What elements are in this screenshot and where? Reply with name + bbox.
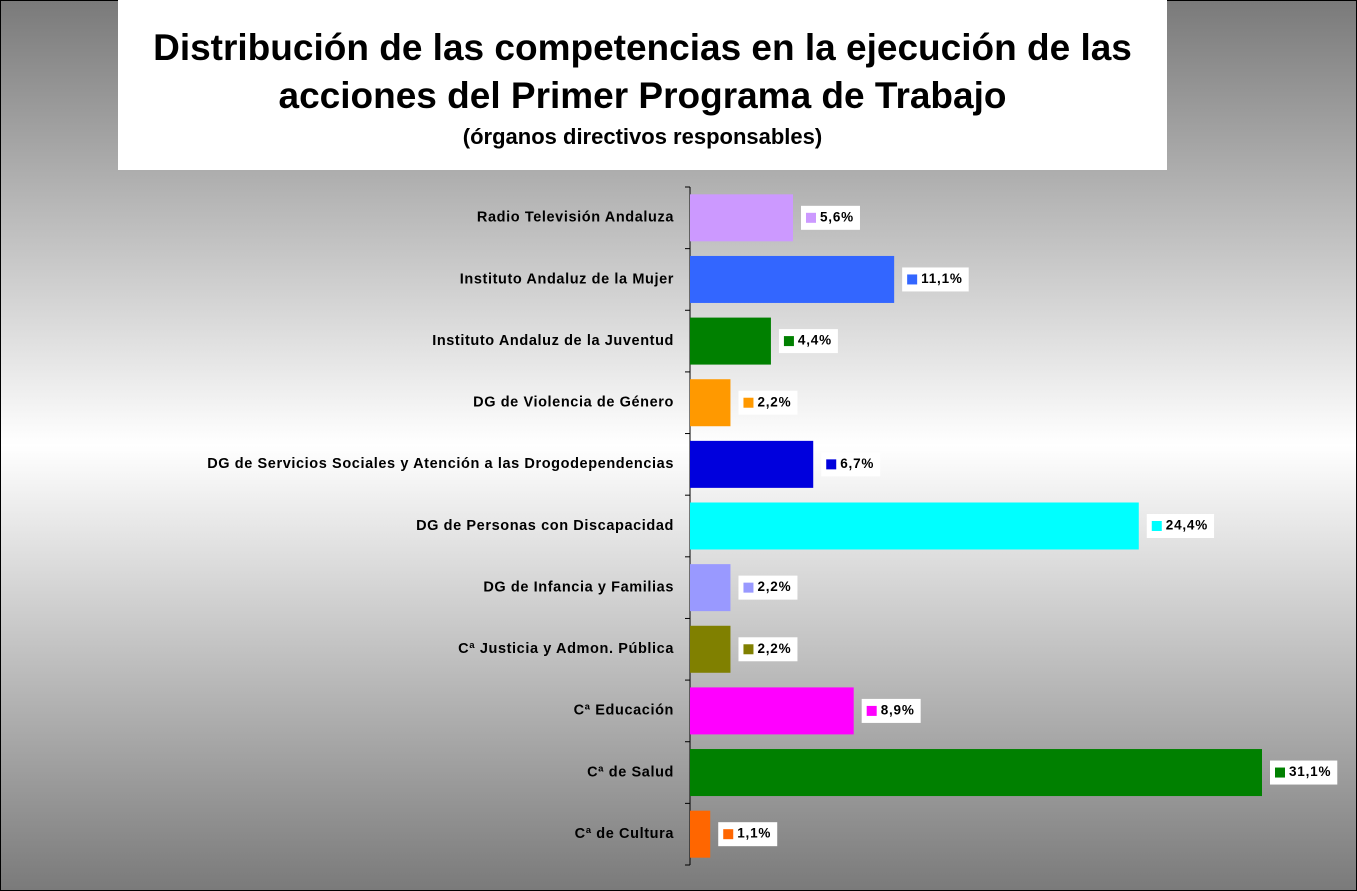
legend-key	[1151, 521, 1162, 531]
bar	[690, 687, 854, 735]
chart-title: Distribución de las competencias en la e…	[153, 27, 1132, 116]
bar	[690, 625, 731, 673]
value-label: 1,1%	[737, 826, 771, 841]
bar	[690, 255, 895, 303]
bar	[690, 810, 711, 858]
chart-subtitle: (órganos directivos responsables)	[462, 124, 823, 149]
value-label: 31,1%	[1289, 764, 1331, 779]
legend-key	[907, 274, 918, 285]
legend-key	[743, 397, 754, 408]
category-label: Cª de Cultura	[575, 826, 675, 842]
bar	[690, 749, 1262, 797]
value-label: 8,9%	[881, 702, 915, 717]
value-label: 11,1%	[921, 271, 963, 286]
category-label: Cª Justicia y Admon. Pública	[458, 641, 674, 657]
legend-key	[826, 459, 837, 470]
value-label: 2,2%	[757, 579, 791, 594]
value-label: 5,6%	[820, 209, 854, 224]
category-label: DG de Infancia y Familias	[483, 579, 674, 595]
value-label: 6,7%	[840, 456, 874, 471]
category-label: Radio Televisión Andaluza	[477, 210, 674, 226]
legend-key	[743, 582, 754, 593]
bar	[690, 194, 793, 242]
bar	[690, 379, 731, 427]
category-label: Instituto Andaluz de la Mujer	[460, 271, 674, 287]
category-label: DG de Violencia de Género	[473, 395, 674, 411]
legend-key	[805, 212, 816, 223]
legend-key	[743, 644, 754, 655]
category-label: Cª Educación	[574, 703, 674, 719]
legend-key	[783, 336, 794, 347]
legend-key	[866, 705, 877, 716]
value-label: 4,4%	[798, 333, 832, 348]
bar	[690, 502, 1139, 550]
category-label: Cª de Salud	[587, 764, 674, 780]
value-label: 2,2%	[757, 641, 791, 656]
bar	[690, 564, 731, 612]
bar	[690, 317, 771, 365]
legend-key	[1275, 767, 1285, 778]
value-label: 2,2%	[757, 394, 791, 409]
category-label: DG de Personas con Discapacidad	[416, 518, 674, 534]
legend-key	[723, 829, 734, 840]
value-label: 24,4%	[1166, 518, 1208, 533]
bar	[690, 440, 814, 488]
category-label: Instituto Andaluz de la Juventud	[432, 333, 674, 349]
category-label: DG de Servicios Sociales y Atención a la…	[207, 456, 674, 472]
title-box: Distribución de las competencias en la e…	[118, 0, 1167, 170]
